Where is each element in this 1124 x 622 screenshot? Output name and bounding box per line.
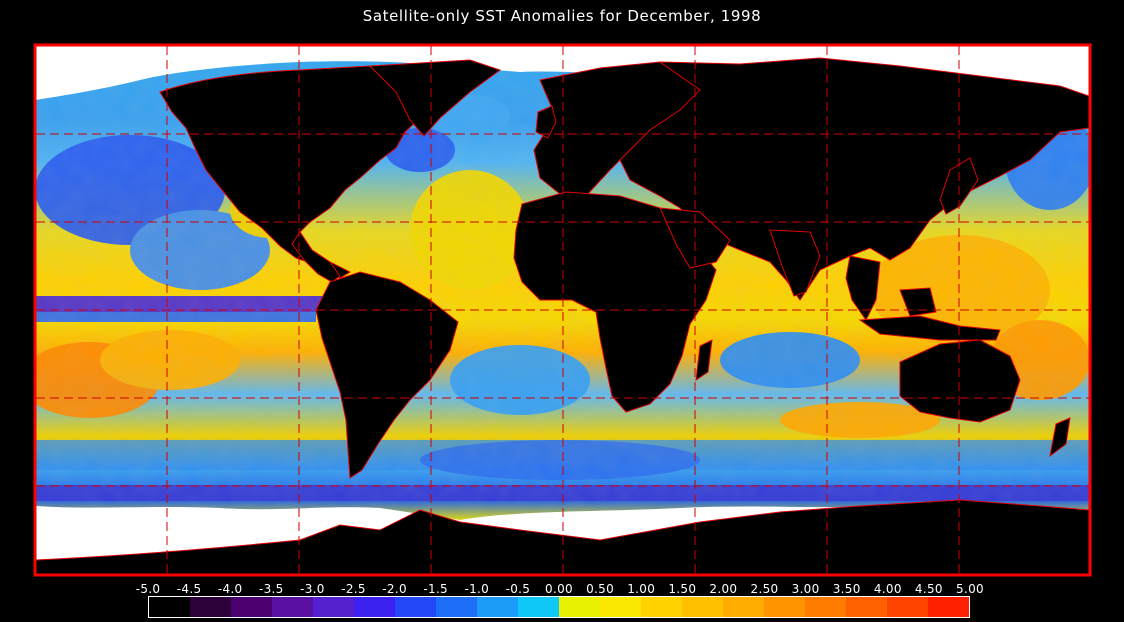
- colorbar-tick-labels: -5.0 -4.5 -4.0 -3.5 -3.0 -2.5 -2.0 -1.5 -1.0 -0.5…: [0, 582, 1124, 596]
- sst-anomaly-map: [33, 43, 1092, 577]
- colorbar-swatch: [928, 597, 969, 617]
- colorbar-swatch: [559, 597, 600, 617]
- colorbar-swatch: [149, 597, 190, 617]
- colorbar-tick-label: -5.0: [135, 582, 161, 596]
- colorbar-tick-label: -0.5: [505, 582, 531, 596]
- colorbar-tick-label: 4.00: [873, 582, 902, 596]
- colorbar-tick-label: -4.5: [176, 582, 202, 596]
- colorbar-swatch: [395, 597, 436, 617]
- colorbar-swatch: [600, 597, 641, 617]
- colorbar-swatch: [805, 597, 846, 617]
- colorbar-swatch: [272, 597, 313, 617]
- greenland: [368, 59, 502, 137]
- north-america: [159, 65, 441, 279]
- colorbar-swatch: [477, 597, 518, 617]
- colorbar-swatch: [354, 597, 395, 617]
- colorbar-tick-label: 1.00: [627, 582, 656, 596]
- colorbar-swatch: [846, 597, 887, 617]
- new-zealand: [1049, 417, 1071, 458]
- colorbar-swatch: [436, 597, 477, 617]
- colorbar-swatch: [190, 597, 231, 617]
- colorbar-tick-label: 0.50: [586, 582, 615, 596]
- australia: [899, 339, 1021, 423]
- colorbar-tick-label: 1.50: [668, 582, 697, 596]
- colorbar-tick-label: 3.50: [832, 582, 861, 596]
- colorbar: [148, 596, 970, 618]
- colorbar-swatch: [682, 597, 723, 617]
- borneo: [899, 287, 937, 317]
- colorbar-tick-label: -4.0: [217, 582, 243, 596]
- colorbar-tick-label: 4.50: [914, 582, 943, 596]
- graticule: [36, 46, 1089, 574]
- colorbar-swatch: [764, 597, 805, 617]
- map-title: Satellite-only SST Anomalies for Decembe…: [362, 7, 762, 25]
- colorbar-swatch: [887, 597, 928, 617]
- colorbar-swatch: [641, 597, 682, 617]
- colorbar-tick-label: 2.50: [750, 582, 779, 596]
- colorbar-tick-label: 2.00: [709, 582, 738, 596]
- asia: [619, 57, 1089, 301]
- madagascar: [695, 339, 713, 382]
- colorbar-tick-label: -1.5: [423, 582, 448, 596]
- colorbar-tick-label: 3.00: [791, 582, 820, 596]
- colorbar-swatch: [231, 597, 272, 617]
- colorbar-tick-label: -3.5: [258, 582, 284, 596]
- colorbar-tick-label: -2.5: [341, 582, 366, 596]
- south-america: [315, 271, 459, 479]
- land-masses: [36, 57, 1089, 574]
- colorbar-tick-label: -2.0: [382, 582, 407, 596]
- colorbar-tick-label: -1.0: [464, 582, 490, 596]
- colorbar-swatch: [313, 597, 354, 617]
- british-isles: [535, 105, 557, 139]
- indonesia: [858, 315, 1001, 341]
- colorbar-tick-label: -3.0: [300, 582, 325, 596]
- map-frame: [33, 43, 1092, 577]
- colorbar-tick-label: 5.00: [956, 582, 984, 596]
- arabia: [659, 207, 731, 269]
- india: [769, 229, 821, 297]
- colorbar-swatch: [723, 597, 764, 617]
- colorbar-swatch: [518, 597, 559, 617]
- colorbar-tick-label: 0.00: [545, 582, 573, 596]
